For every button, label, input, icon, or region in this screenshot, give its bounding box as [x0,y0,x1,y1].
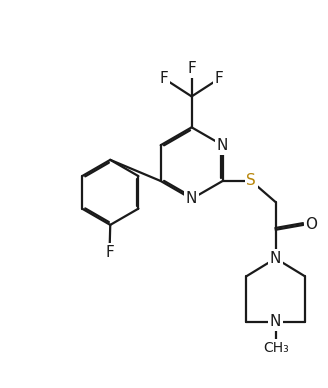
Text: N: N [270,314,281,329]
Text: CH₃: CH₃ [263,341,289,355]
Text: F: F [160,71,168,86]
Text: O: O [305,217,318,232]
Text: F: F [187,61,196,76]
Text: N: N [217,138,228,153]
Text: S: S [246,173,256,189]
Text: F: F [105,245,114,260]
Text: F: F [215,71,224,86]
Text: N: N [186,191,197,206]
Text: N: N [270,251,281,266]
